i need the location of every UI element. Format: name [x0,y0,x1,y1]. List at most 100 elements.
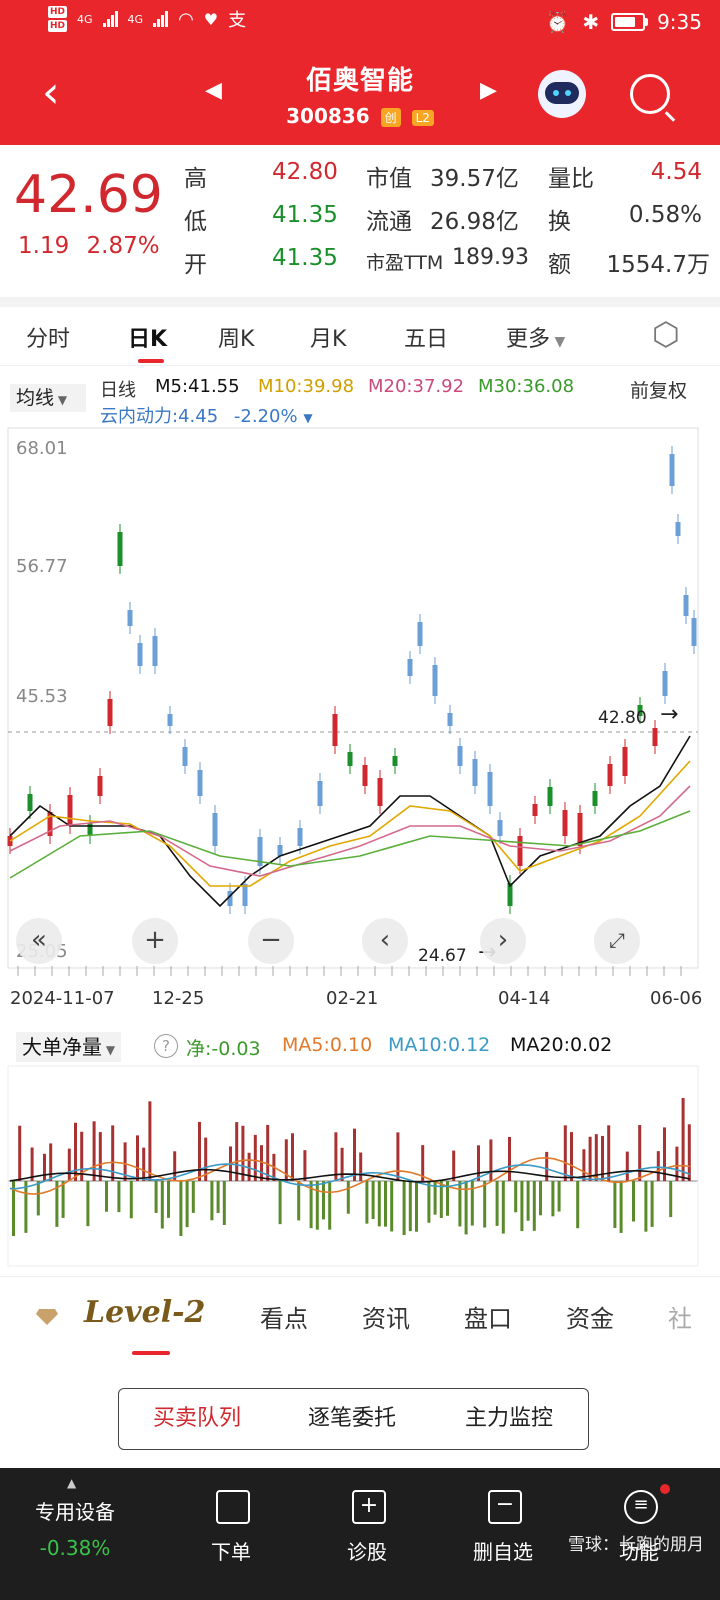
net-volume-bar [687,1124,691,1181]
candle [662,671,668,696]
net-volume-bar [650,1181,654,1227]
diagnose-label: 诊股 [347,1540,387,1564]
tab-more[interactable]: 更多 ▼ [506,321,565,353]
stock-code: 300836 [286,104,370,128]
candle [607,764,613,786]
price-change: 1.19 2.87% [18,233,160,259]
candle [277,845,283,856]
ma30-label: M30:36.08 [478,376,575,397]
net-volume-bar [415,1181,418,1232]
hexagon-settings-icon[interactable]: ⬡ [652,315,680,353]
prev-stock-button[interactable]: ◀ [205,78,222,103]
net-volume-bar [607,1125,611,1181]
candle [127,610,133,626]
net-volume-bar [222,1181,226,1225]
net-volume-bar [625,1151,629,1181]
net-volume-bar [470,1181,474,1226]
tab-news[interactable]: 资讯 [362,1305,410,1333]
help-icon[interactable]: ? [154,1034,178,1058]
ma20-line [9,785,691,877]
net-volume-bar [619,1181,623,1233]
ma20-label: M20:37.92 [368,376,465,397]
ma10-line [9,760,691,887]
tab-five-day[interactable]: 五日 [404,327,449,352]
robot-assistant-icon[interactable] [538,70,586,118]
net-volume-bar [92,1121,96,1181]
zoom-out-button[interactable]: − [248,918,294,964]
scroll-left-button[interactable]: ‹ [362,918,408,964]
fullscreen-icon[interactable]: ⤢ [594,918,640,964]
candle [577,813,583,846]
net-volume-bar [303,1150,307,1181]
search-icon[interactable] [630,74,670,114]
zoom-in-button[interactable]: + [132,918,178,964]
vol-ma5-line [9,1156,691,1195]
net-volume-bar [594,1134,598,1181]
tab-weekly-k[interactable]: 周K [218,327,255,352]
net-volume-bar [433,1181,437,1215]
sub-tab-tick-orders[interactable]: 逐笔委托 [274,1388,431,1450]
net-volume-bar [43,1153,46,1181]
open-value: 41.35 [272,245,338,271]
net-volume-bar [532,1181,536,1231]
gem-icon [36,1309,58,1325]
net-volume-bar [439,1181,443,1218]
candle [532,804,538,816]
candle [47,812,53,836]
candle [407,659,413,676]
sub-tab-bid-ask-queue[interactable]: 买卖队列 [118,1388,276,1450]
net-volume-bar [464,1181,468,1235]
net-volume-bar [508,1136,511,1181]
order-button[interactable]: 下单 [166,1468,296,1600]
net-volume-bar [123,1142,127,1181]
functions-button[interactable]: ≡ 功能 [574,1468,704,1600]
tab-funds[interactable]: 资金 [566,1305,614,1333]
net-volume-bar [396,1132,400,1181]
candle [547,787,553,806]
tab-orderbook[interactable]: 盘口 [464,1305,512,1333]
float-value: 26.98亿 [430,209,519,235]
status-bar: HD HD 4G 4G ◠ ♥ 支 ⏰ ✱ 9:35 [0,0,720,48]
sub-tab-main-force-monitor[interactable]: 主力监控 [430,1388,589,1450]
arrow-right-icon: → [660,702,679,727]
delete-watchlist-button[interactable]: − 删自选 [438,1468,568,1600]
alarm-icon: ⏰ [545,10,571,34]
active-tab-underline [138,359,164,363]
next-stock-button[interactable]: ▶ [480,78,497,103]
tab-monthly-k[interactable]: 月K [310,327,347,352]
candle [447,713,453,726]
chevron-down-icon: ▼ [54,393,68,407]
vol-ma5: MA5:0.10 [282,1034,373,1056]
net-volume-bar [98,1132,102,1181]
net-volume-bar [55,1181,59,1227]
adjust-label[interactable]: 前复权 [630,380,688,402]
ma-select[interactable]: 均线 ▼ [10,384,86,412]
tab-highlights[interactable]: 看点 [260,1305,308,1333]
back-button[interactable]: ‹ [42,67,60,118]
diagnose-button[interactable]: + 诊股 [302,1468,432,1600]
net-volume-bar [67,1148,71,1181]
vol-ma20: MA20:0.02 [510,1034,613,1056]
net-volume-bar [520,1181,524,1232]
menu-icon: ≡ [624,1490,658,1524]
net-volume-bar [601,1135,604,1181]
turnover-label: 换 [548,209,571,235]
level2-tab[interactable]: Level-2 [84,1295,206,1330]
kline-chart[interactable] [0,366,720,1276]
volume-indicator-select[interactable]: 大单净量 ▼ [16,1032,122,1062]
candle [27,794,33,811]
net-volume-bar [61,1181,65,1218]
net-volume-bar [117,1181,121,1213]
sector-device-item[interactable]: ▲ 专用设备 -0.38% [10,1468,140,1600]
net-volume-bar [24,1181,28,1233]
net-volume-bar [557,1181,561,1212]
tab-daily-k[interactable]: 日K [128,327,168,352]
order-label: 下单 [211,1540,251,1564]
tab-community[interactable]: 社 [668,1305,692,1333]
net-volume-bar [160,1181,164,1229]
scroll-right-button[interactable]: › [480,918,526,964]
candle [392,756,398,766]
tab-intraday[interactable]: 分时 [26,327,71,352]
candle [182,747,188,766]
fast-back-button[interactable]: « [16,918,62,964]
